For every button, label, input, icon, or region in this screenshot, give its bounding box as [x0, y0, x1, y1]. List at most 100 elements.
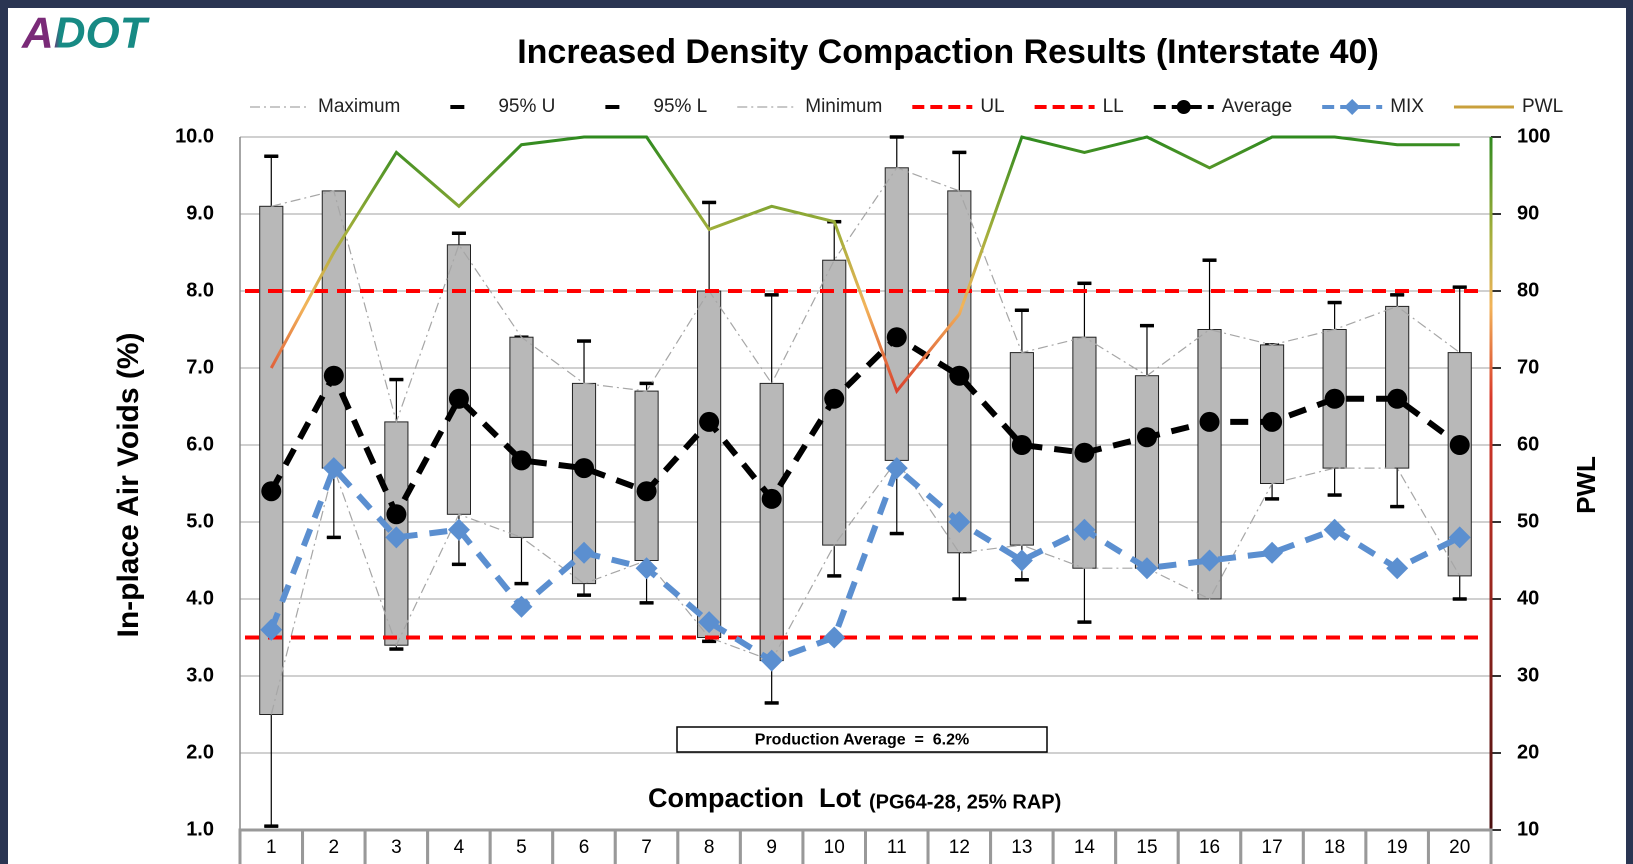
annotation-box: [676, 726, 1048, 753]
legend-label: PWL: [1522, 96, 1563, 117]
marker: [1198, 549, 1221, 572]
legend-item: LL: [1034, 96, 1124, 117]
y-tick-label: 2.0: [186, 741, 214, 763]
y2-tick-label: 20: [1517, 741, 1539, 763]
box: [884, 167, 909, 461]
marker: [761, 488, 782, 509]
marker: [1324, 388, 1345, 409]
category-cell: [864, 828, 930, 864]
legend-label: MIX: [1390, 96, 1424, 117]
x-tick-label: 13: [1011, 837, 1032, 858]
legend-item: 95% U: [450, 96, 555, 117]
legend-label: 95% L: [653, 96, 707, 117]
marker: [698, 611, 721, 634]
marker: [948, 511, 971, 533]
y2-axis-label: PWL: [1571, 456, 1601, 514]
x-tick-label: 20: [1449, 837, 1470, 858]
marker: [760, 649, 783, 672]
y2-tick-label: 70: [1517, 356, 1539, 378]
x-tick-label: 5: [516, 837, 527, 858]
category-cell: [1176, 828, 1243, 864]
marker: [1010, 549, 1033, 572]
marker: [824, 388, 845, 409]
marker: [1386, 557, 1409, 580]
y-tick-label: 6.0: [186, 433, 214, 455]
marker: [386, 504, 407, 525]
marker: [260, 618, 283, 641]
legend-label: UL: [980, 96, 1004, 117]
category-cell: [1114, 828, 1180, 864]
marker: [1262, 411, 1283, 432]
marker: [261, 481, 282, 502]
box: [509, 336, 534, 538]
marker: [323, 365, 344, 386]
y-tick-label: 1.0: [186, 818, 214, 840]
marker: [448, 388, 469, 409]
series-line: [269, 135, 1460, 395]
marker: [1387, 388, 1408, 409]
y-tick-label: 3.0: [186, 664, 214, 686]
legend-label: Minimum: [805, 96, 882, 117]
marker: [949, 365, 970, 386]
chart-title: Increased Density Compaction Results (In…: [517, 33, 1379, 71]
category-cell: [426, 828, 492, 864]
x-tick-label: 16: [1199, 837, 1220, 858]
x-tick-label: 17: [1262, 837, 1283, 858]
marker: [636, 481, 657, 502]
category-cell: [1426, 828, 1493, 864]
legend-label: 95% U: [498, 96, 555, 117]
box: [321, 190, 346, 469]
x-tick-label: 18: [1324, 837, 1345, 858]
legend-item: UL: [912, 96, 1005, 117]
marker: [886, 327, 907, 348]
series-line: [271, 167, 1461, 424]
category-cell: [1239, 828, 1305, 864]
marker: [385, 526, 408, 549]
y2-tick-label: 40: [1517, 587, 1539, 609]
category-cell: [989, 828, 1055, 864]
marker: [635, 557, 658, 580]
marker: [573, 541, 596, 564]
legend-item: PWL: [1453, 96, 1563, 117]
marker: [1011, 435, 1032, 455]
box: [1447, 352, 1472, 577]
y-tick-label: 5.0: [186, 510, 214, 532]
legend-item: Average: [1153, 96, 1292, 117]
annotation: Production Average = 6.2%: [755, 732, 969, 749]
series-line: [268, 333, 1462, 522]
box: [759, 382, 784, 662]
box: [446, 244, 471, 515]
legend-item: 95% L: [605, 96, 707, 117]
x-tick-label: 19: [1387, 837, 1408, 858]
marker: [1073, 518, 1096, 541]
legend-label: Average: [1222, 96, 1292, 117]
marker: [1135, 557, 1158, 580]
x-tick-label: 1: [266, 837, 277, 858]
box: [1385, 305, 1410, 469]
marker: [699, 411, 720, 432]
marker: [1261, 541, 1284, 564]
x-tick-label: 12: [949, 837, 970, 858]
x-tick-label: 11: [887, 837, 907, 858]
legend-item: MIX: [1322, 96, 1424, 117]
x-tick-label: 6: [579, 837, 590, 858]
marker: [510, 595, 533, 618]
series-line: [270, 459, 1461, 715]
marker: [885, 457, 908, 480]
legend-label: Maximum: [318, 96, 400, 117]
y-tick-label: 7.0: [186, 356, 214, 378]
y-tick-label: 8.0: [186, 279, 214, 301]
y-axis-label: In-place Air Voids (%): [112, 332, 145, 637]
category-cell: [1051, 828, 1118, 864]
x-tick-label: 9: [766, 837, 777, 858]
marker: [511, 450, 532, 471]
marker: [322, 457, 345, 480]
marker: [823, 626, 846, 649]
category-cell: [613, 828, 680, 864]
legend-marker: [1176, 100, 1191, 114]
x-tick-label: 14: [1074, 837, 1096, 858]
y2-tick-label: 30: [1517, 664, 1539, 686]
y2-tick-label: 90: [1517, 202, 1539, 224]
